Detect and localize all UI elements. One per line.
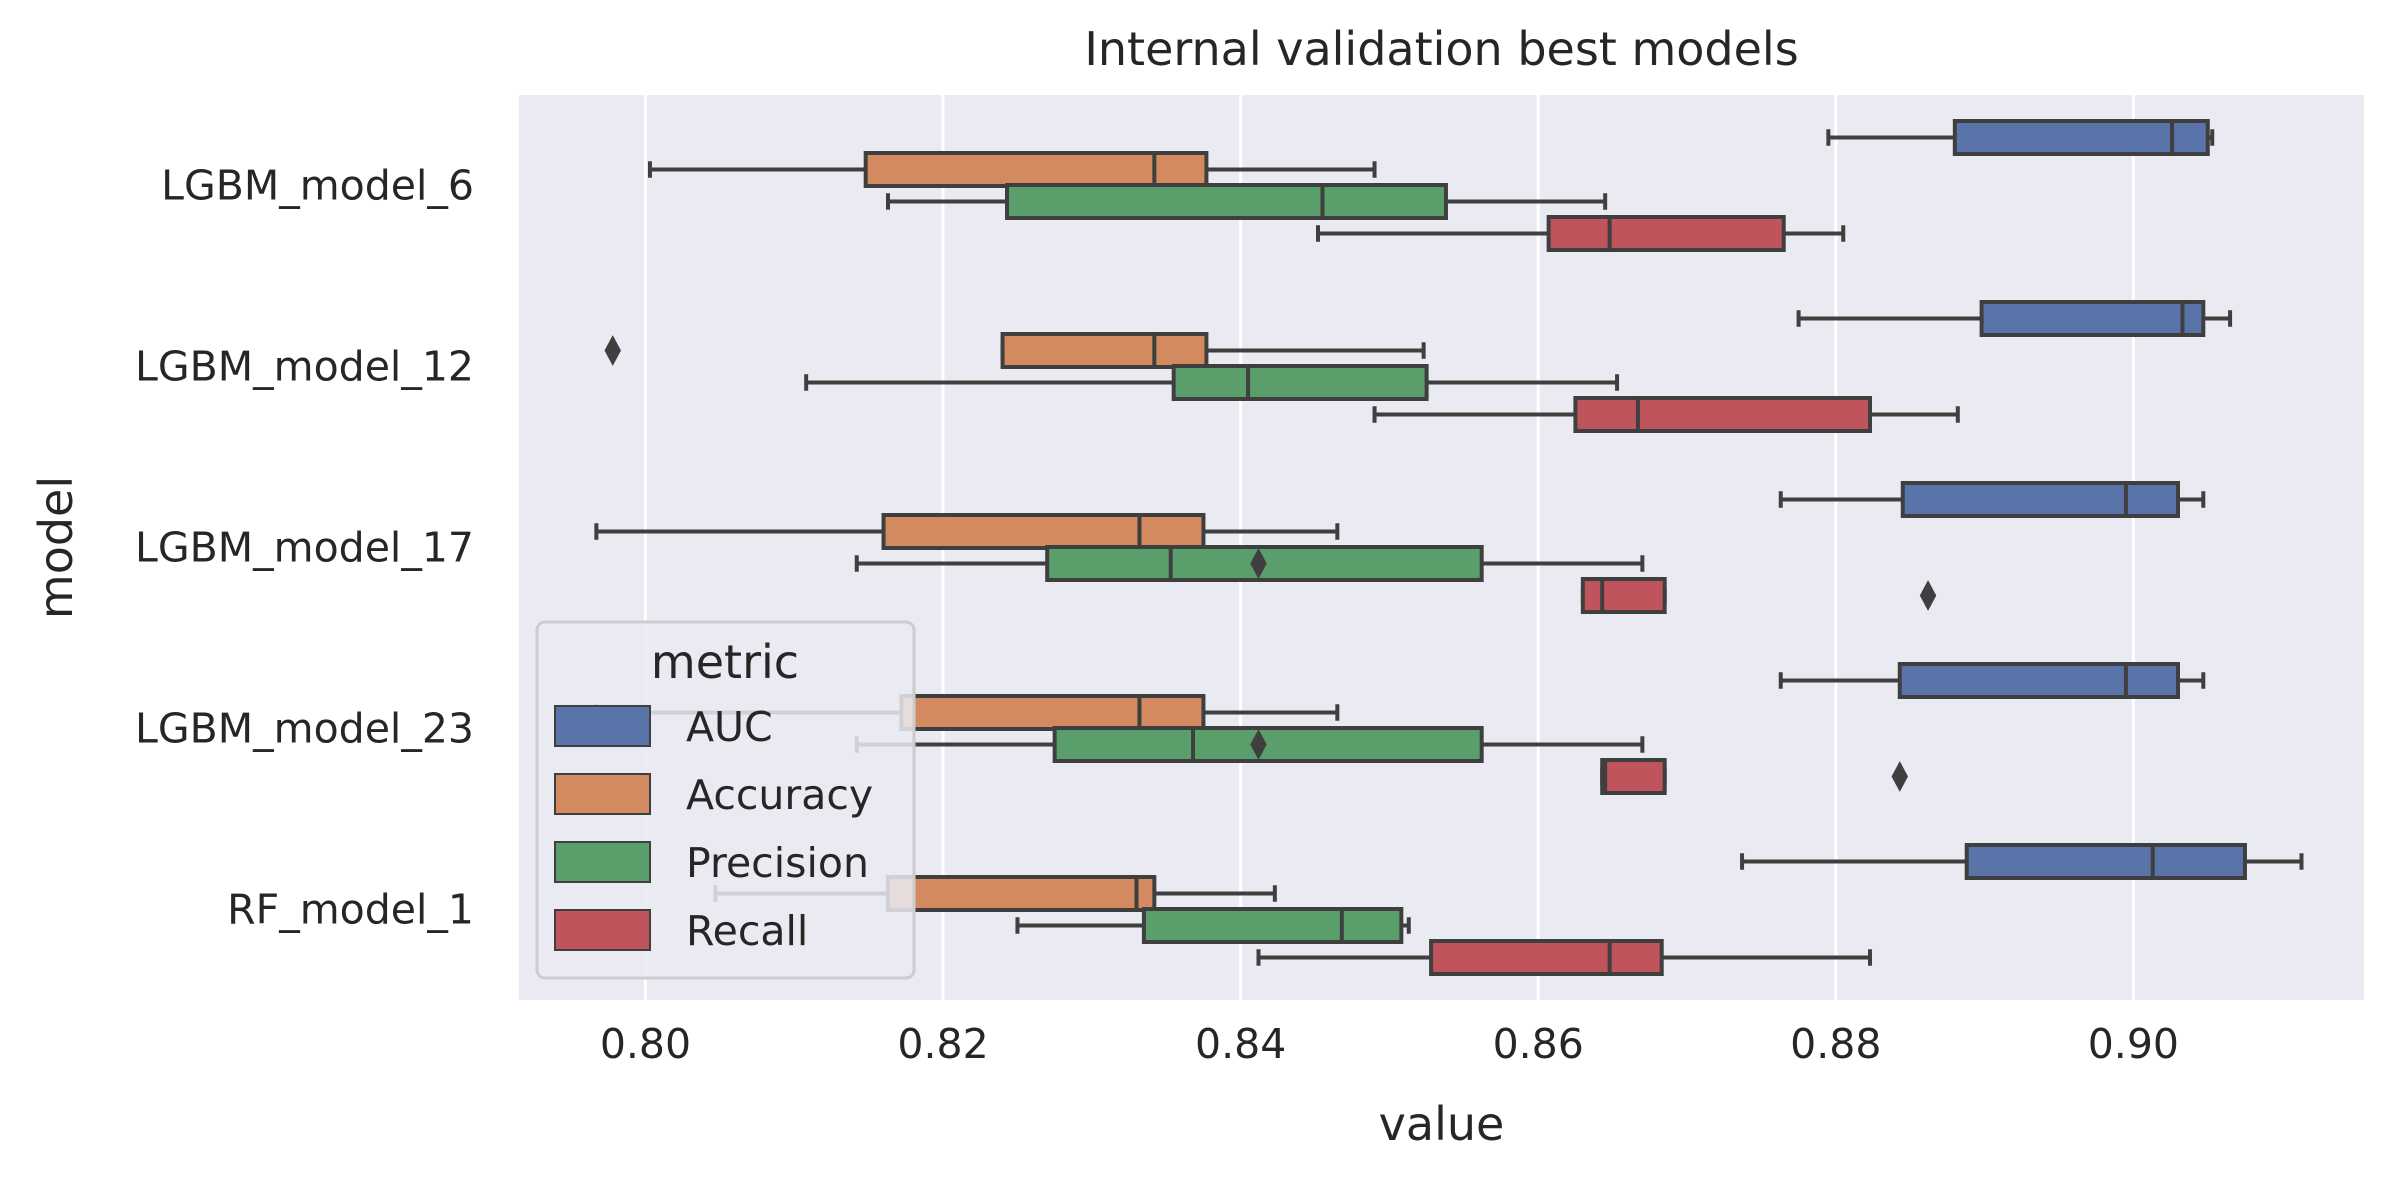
box — [1897, 662, 2181, 699]
legend-label: Accuracy — [686, 771, 873, 819]
box — [1005, 183, 1448, 220]
legend-swatch — [554, 705, 651, 747]
x-tick-labels: 0.80 0.82 0.84 0.86 0.88 0.90 — [600, 1020, 2179, 1068]
box — [1052, 726, 1484, 763]
legend: metric AUC Accuracy Precision Recall — [535, 620, 916, 980]
chart-title: Internal validation best models — [1084, 22, 1798, 76]
box — [1141, 907, 1404, 944]
box — [1964, 843, 2247, 880]
series-precision — [804, 183, 1645, 944]
box — [1979, 300, 2206, 337]
outlier-point — [1919, 580, 1937, 611]
y-tick-label: RF_model_1 — [227, 886, 474, 934]
box — [881, 513, 1206, 550]
box — [1000, 332, 1209, 369]
box — [1546, 215, 1786, 252]
y-tick-label: LGBM_model_23 — [135, 705, 474, 753]
y-tick-label: LGBM_model_12 — [135, 343, 474, 391]
outlier-point — [1250, 548, 1267, 579]
legend-label: AUC — [686, 703, 773, 751]
x-axis-label: value — [1379, 1097, 1505, 1151]
outlier-point — [604, 335, 621, 366]
x-tick-label: 0.84 — [1195, 1020, 1286, 1068]
y-tick-label: LGBM_model_17 — [135, 524, 474, 572]
legend-swatch — [554, 909, 651, 951]
outlier-point — [1891, 761, 1909, 792]
y-tick-labels: LGBM_model_6 LGBM_model_12 LGBM_model_17 LG… — [135, 162, 474, 934]
legend-label: Precision — [686, 839, 869, 887]
box — [1429, 939, 1664, 976]
y-tick-label: LGBM_model_6 — [161, 162, 474, 210]
box — [1952, 119, 2210, 156]
legend-swatch — [554, 773, 651, 815]
x-tick-label: 0.86 — [1493, 1020, 1584, 1068]
series-recall — [1256, 215, 1960, 976]
legend-title: metric — [651, 635, 799, 689]
box — [1600, 758, 1667, 795]
box — [899, 694, 1206, 731]
x-tick-label: 0.80 — [600, 1020, 691, 1068]
box — [1171, 364, 1429, 401]
box — [1573, 396, 1873, 433]
legend-swatch — [554, 841, 651, 883]
box-series — [594, 119, 2304, 976]
box — [886, 875, 1157, 912]
x-tick-label: 0.88 — [1790, 1020, 1881, 1068]
x-tick-label: 0.90 — [2088, 1020, 2179, 1068]
box — [1580, 577, 1667, 614]
y-axis-label: model — [29, 476, 83, 619]
x-tick-label: 0.82 — [897, 1020, 988, 1068]
legend-label: Recall — [686, 907, 808, 955]
outlier-point — [1250, 729, 1267, 760]
box — [1900, 481, 2181, 518]
series-auc — [1740, 119, 2304, 880]
